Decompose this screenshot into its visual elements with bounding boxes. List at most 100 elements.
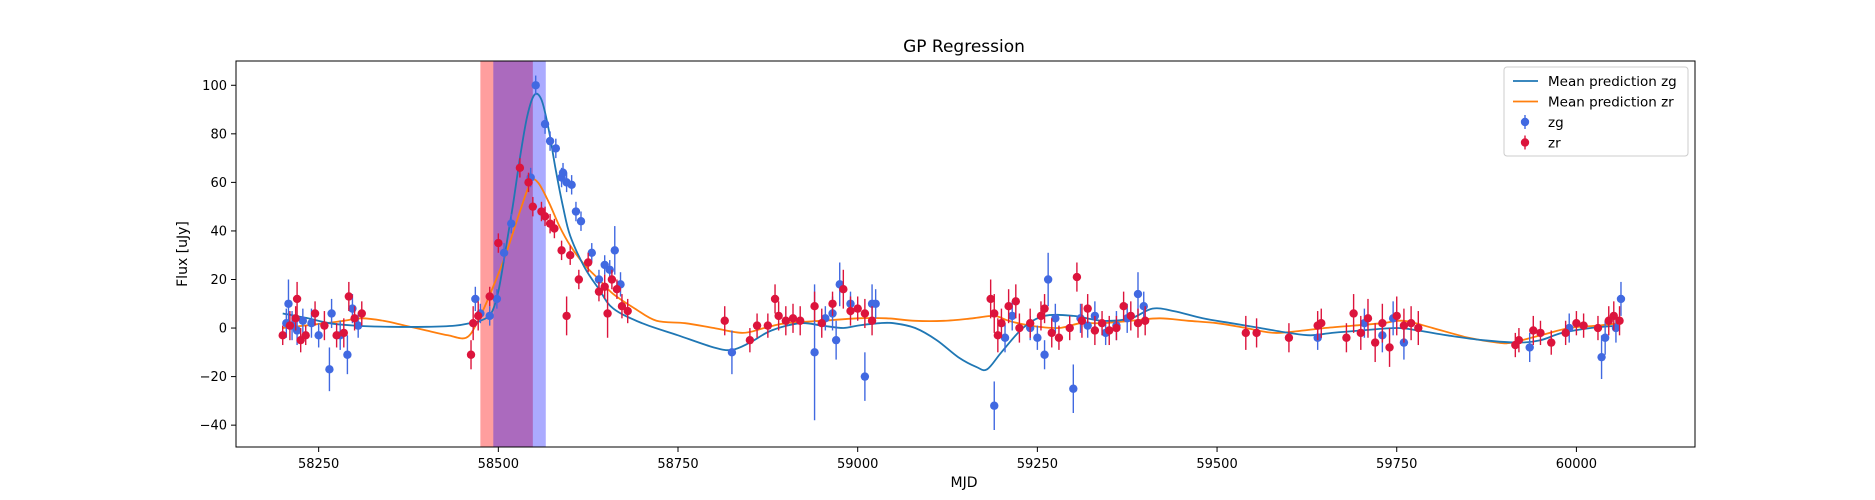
zg-point — [831, 320, 841, 360]
zg-point — [1616, 281, 1626, 316]
zr-point — [1392, 296, 1401, 336]
zr-point — [1406, 306, 1416, 341]
zr-point — [474, 301, 483, 331]
zr-point — [485, 286, 494, 307]
zr-point — [1385, 328, 1394, 367]
zr-point — [583, 252, 593, 273]
zr-point — [1317, 308, 1326, 338]
zr-point — [1065, 315, 1074, 341]
zg-point — [485, 306, 494, 326]
y-tick-label: 0 — [219, 322, 227, 337]
zg-point — [1040, 340, 1049, 370]
legend-label: zr — [1548, 136, 1561, 152]
zr-point — [788, 303, 798, 333]
zg-point — [860, 352, 870, 401]
y-axis-label: Flux [uJy] — [175, 221, 191, 287]
legend-item: Mean prediction zg — [1513, 74, 1677, 90]
zr-point — [291, 306, 300, 331]
zg-point — [499, 243, 509, 263]
x-tick-label: 59000 — [837, 457, 878, 472]
zr-point — [278, 325, 287, 346]
zr-point — [357, 301, 366, 326]
zr-point — [1119, 291, 1128, 321]
zr-point — [1593, 315, 1603, 341]
zr-point — [550, 218, 559, 239]
legend-item: zr — [1520, 135, 1561, 152]
zr-point — [1284, 323, 1294, 353]
zg-point — [492, 289, 502, 309]
legend-label: Mean prediction zg — [1548, 74, 1677, 90]
zr-point — [1054, 325, 1064, 350]
zr-point — [285, 311, 295, 341]
zr-point — [752, 313, 762, 338]
zr-point — [562, 296, 571, 336]
zg-point — [558, 162, 568, 183]
x-tick-label: 58500 — [478, 457, 519, 472]
zg-point — [545, 131, 555, 151]
zr-point — [1047, 318, 1056, 348]
zr-point — [1342, 323, 1351, 353]
zr-point — [1363, 298, 1373, 338]
zg-point — [327, 298, 336, 329]
zr-point — [1370, 323, 1380, 363]
zr-point — [466, 340, 476, 370]
zr-point — [1090, 315, 1100, 346]
zr-point — [1083, 294, 1092, 324]
zr-point — [339, 318, 349, 348]
zg-point — [1069, 364, 1078, 414]
zr-point — [566, 245, 575, 265]
legend-label: Mean prediction zr — [1548, 95, 1674, 111]
zr-point — [468, 306, 478, 341]
zr-point — [1356, 315, 1365, 350]
x-tick-label: 59750 — [1376, 457, 1417, 472]
zr-point — [1579, 313, 1588, 338]
y-tick-label: −20 — [200, 370, 227, 385]
zr-point — [594, 281, 604, 302]
zg-point — [587, 243, 596, 263]
zr-point — [997, 308, 1006, 338]
zg-point — [298, 308, 308, 333]
y-tick-label: 40 — [210, 224, 227, 239]
zr-point — [1011, 284, 1021, 319]
legend-marker-swatch — [1520, 117, 1530, 127]
zr-point — [1004, 289, 1013, 324]
zr-point — [867, 306, 877, 336]
zr-point — [524, 172, 533, 193]
zr-point — [1112, 315, 1121, 341]
zr-point — [292, 281, 302, 316]
zr-point — [494, 233, 503, 253]
zr-point — [839, 269, 848, 309]
zg-point — [1033, 325, 1042, 350]
zr-point — [1378, 303, 1387, 343]
zr-point — [781, 306, 791, 336]
zr-point — [1536, 320, 1545, 346]
zg-point — [540, 114, 550, 134]
zr-point — [1133, 308, 1143, 338]
zg-point — [1525, 332, 1534, 363]
zg-point — [531, 75, 540, 95]
zg-point — [284, 279, 293, 329]
legend-box — [1503, 66, 1689, 157]
x-tick-label: 60000 — [1556, 457, 1597, 472]
zr-point — [310, 301, 320, 326]
zr-point — [990, 294, 999, 333]
zg-point — [990, 381, 999, 431]
zr-point — [557, 240, 566, 261]
zr-point — [623, 298, 632, 324]
zg-point — [576, 211, 586, 231]
zg-point — [571, 201, 581, 222]
zg-point — [551, 138, 561, 159]
legend-label: zg — [1548, 115, 1564, 131]
zr-point — [574, 269, 584, 290]
zg-point — [1597, 335, 1606, 380]
zr-point — [350, 306, 359, 331]
zr-point — [1241, 315, 1251, 350]
zr-point — [1349, 294, 1358, 333]
x-tick-label: 59250 — [1017, 457, 1058, 472]
zr-point — [1529, 315, 1538, 346]
y-tick-label: −40 — [200, 419, 227, 434]
zr-point — [1615, 306, 1624, 336]
zr-point — [607, 269, 617, 290]
zg-point — [610, 226, 619, 275]
y-axis: −40 −20 0 20 40 60 80 100 — [200, 79, 236, 434]
